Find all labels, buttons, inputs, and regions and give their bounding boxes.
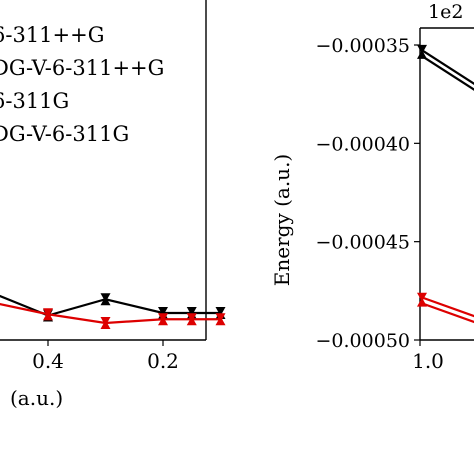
left-x-axis-label: (a.u.) (10, 386, 63, 410)
right-y-tick-label-3: −0.00050 (316, 330, 411, 352)
right-x-ticks: 1.0 (412, 340, 444, 373)
legend-entry-3: DG-V-6-311G (0, 122, 129, 146)
right-offset-label: 1e2 (428, 1, 463, 23)
left-series-1-marker-up-2 (100, 320, 111, 329)
right-series-1-marker (417, 49, 427, 59)
right-x-tick-label-0: 1.0 (412, 349, 444, 373)
right-y-axis-label: Energy (a.u.) (270, 154, 294, 286)
legend: 6-311++G DG-V-6-311++G 6-311G DG-V-6-311G (0, 23, 164, 146)
right-series-line-3 (419, 301, 474, 324)
right-series-3-marker (417, 297, 427, 307)
right-series-line-1 (419, 53, 474, 91)
legend-entry-2: 6-311G (0, 89, 69, 113)
left-series-line-1 (0, 303, 221, 325)
right-series-line-0 (419, 48, 474, 85)
left-series-line-0 (0, 294, 221, 317)
left-series-0-marker-up-2 (100, 296, 111, 306)
right-series-group (417, 44, 474, 324)
right-series-line-2 (419, 295, 474, 318)
left-x-tick-label-1: 0.2 (147, 349, 179, 373)
right-y-ticks: −0.00035 −0.00040 −0.00045 −0.00050 (316, 35, 420, 352)
right-panel: −0.00035 −0.00040 −0.00045 −0.00050 1.0 1e2… (270, 1, 474, 373)
legend-entry-0: 6-311++G (0, 23, 105, 47)
left-series-1-marker-up-4 (186, 316, 197, 326)
right-y-tick-label-0: −0.00035 (316, 35, 411, 57)
right-series-0-marker (417, 44, 427, 54)
legend-entry-1: DG-V-6-311++G (0, 56, 164, 80)
left-series-1-marker-up-3 (158, 316, 168, 326)
right-y-tick-label-2: −0.00045 (316, 232, 411, 254)
right-y-tick-label-1: −0.00040 (316, 133, 411, 155)
left-x-ticks: 0.4 0.2 (32, 340, 179, 373)
left-panel: 0.40.2 (a.u.) 6-311++GDG-V-6-311++G6-311… (0, 0, 226, 410)
left-x-tick-label-0: 0.4 (32, 349, 64, 373)
right-series-2-marker (417, 292, 427, 302)
left-series-group (0, 293, 226, 329)
left-series-1-marker-up-5 (215, 316, 226, 326)
left-series-1-marker-up-1 (43, 311, 53, 321)
